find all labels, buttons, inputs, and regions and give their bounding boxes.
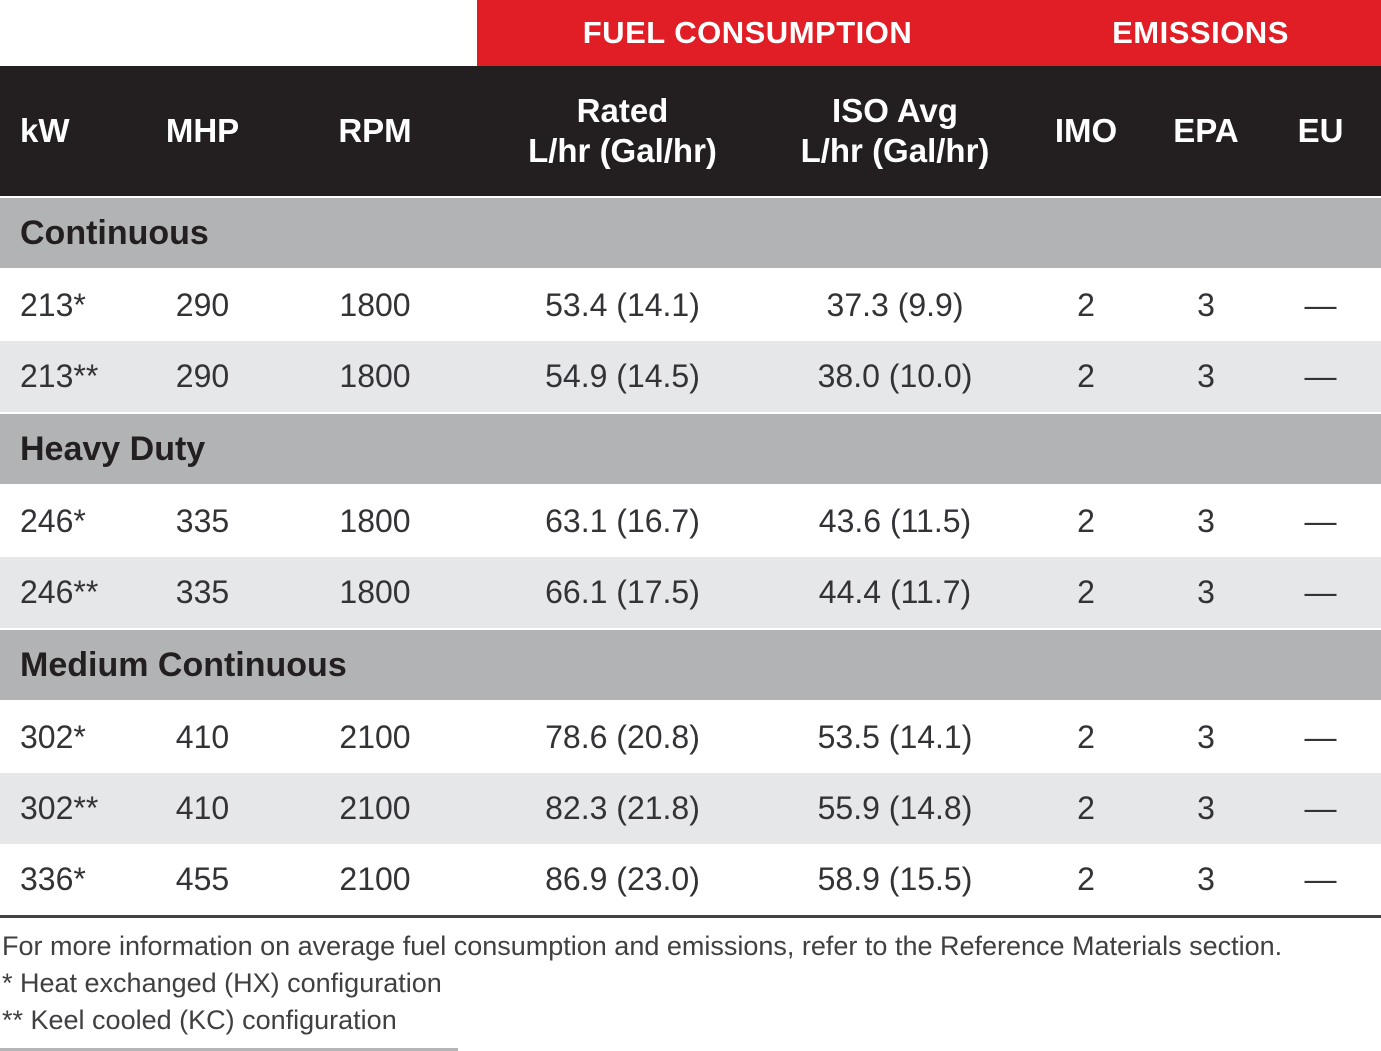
cell-rpm: 1800 <box>275 269 475 341</box>
cell-kw: 302* <box>0 701 130 773</box>
cell-epa: 3 <box>1152 701 1260 773</box>
cell-imo: 2 <box>1020 557 1152 629</box>
table-row: 302** 410 2100 82.3 (21.8) 55.9 (14.8) 2… <box>0 773 1381 844</box>
cell-epa: 3 <box>1152 269 1260 341</box>
table-row: 213** 290 1800 54.9 (14.5) 38.0 (10.0) 2… <box>0 341 1381 413</box>
cell-iso-lhr: 37.3 (9.9) <box>770 269 1020 341</box>
cell-mhp: 335 <box>130 485 275 557</box>
col-header-epa: EPA <box>1152 66 1260 197</box>
cell-rpm: 1800 <box>275 557 475 629</box>
cell-iso-lhr: 43.6 (11.5) <box>770 485 1020 557</box>
cell-kw: 213** <box>0 341 130 413</box>
cell-mhp: 410 <box>130 773 275 844</box>
cell-kw: 246* <box>0 485 130 557</box>
cell-mhp: 410 <box>130 701 275 773</box>
cell-eu: — <box>1260 844 1381 917</box>
cell-imo: 2 <box>1020 269 1152 341</box>
section-title: Heavy Duty <box>0 412 1381 486</box>
cell-iso-lhr: 58.9 (15.5) <box>770 844 1020 917</box>
cell-imo: 2 <box>1020 701 1152 773</box>
cell-rpm: 2100 <box>275 844 475 917</box>
cell-rpm: 1800 <box>275 341 475 413</box>
cell-mhp: 455 <box>130 844 275 917</box>
col-header-imo: IMO <box>1020 66 1152 197</box>
section-row-medium-continuous: Medium Continuous <box>0 628 1381 702</box>
col-header-iso-line1: ISO Avg <box>832 92 958 129</box>
cell-rated-lhr: 54.9 (14.5) <box>475 341 770 413</box>
section-row-heavy-duty: Heavy Duty <box>0 412 1381 486</box>
col-header-rated-line1: Rated <box>576 92 669 129</box>
table-row: 246* 335 1800 63.1 (16.7) 43.6 (11.5) 2 … <box>0 485 1381 557</box>
cell-rated-lhr: 53.4 (14.1) <box>475 269 770 341</box>
cell-rated-lhr: 63.1 (16.7) <box>475 485 770 557</box>
footnote-reference: For more information on average fuel con… <box>2 931 1283 961</box>
cell-kw: 213* <box>0 269 130 341</box>
fuel-consumption-group-header: FUEL CONSUMPTION <box>582 15 913 50</box>
table-row: 213* 290 1800 53.4 (14.1) 37.3 (9.9) 2 3… <box>0 269 1381 341</box>
col-header-rated-line2: L/hr (Gal/hr) <box>528 132 717 169</box>
cell-eu: — <box>1260 773 1381 844</box>
emissions-group-header: EMISSIONS <box>1112 15 1289 50</box>
cell-imo: 2 <box>1020 485 1152 557</box>
col-header-iso-line2: L/hr (Gal/hr) <box>800 132 990 169</box>
cell-rpm: 2100 <box>275 773 475 844</box>
group-header-banner: FUEL CONSUMPTION EMISSIONS <box>0 0 1381 66</box>
cell-eu: — <box>1260 269 1381 341</box>
cell-iso-lhr: 44.4 (11.7) <box>770 557 1020 629</box>
cell-kw: 246** <box>0 557 130 629</box>
cell-kw: 302** <box>0 773 130 844</box>
cell-mhp: 290 <box>130 341 275 413</box>
cell-rated-lhr: 82.3 (21.8) <box>475 773 770 844</box>
cell-epa: 3 <box>1152 341 1260 413</box>
cell-eu: — <box>1260 485 1381 557</box>
cell-rpm: 2100 <box>275 701 475 773</box>
cell-rpm: 1800 <box>275 485 475 557</box>
cell-iso-lhr: 53.5 (14.1) <box>770 701 1020 773</box>
cell-iso-lhr: 55.9 (14.8) <box>770 773 1020 844</box>
cell-iso-lhr: 38.0 (10.0) <box>770 341 1020 413</box>
section-title: Medium Continuous <box>0 628 1381 702</box>
section-row-continuous: Continuous <box>0 196 1381 270</box>
table-row: 246** 335 1800 66.1 (17.5) 44.4 (11.7) 2… <box>0 557 1381 629</box>
col-header-rated: Rated L/hr (Gal/hr) <box>475 66 770 197</box>
col-header-mhp: MHP <box>130 66 275 197</box>
cell-rated-lhr: 86.9 (23.0) <box>475 844 770 917</box>
cell-imo: 2 <box>1020 844 1152 917</box>
cell-epa: 3 <box>1152 485 1260 557</box>
cell-kw: 336* <box>0 844 130 917</box>
cell-mhp: 290 <box>130 269 275 341</box>
footnote-kc: ** Keel cooled (KC) configuration <box>2 1005 397 1035</box>
cell-eu: — <box>1260 701 1381 773</box>
cell-imo: 2 <box>1020 341 1152 413</box>
col-header-kw: kW <box>0 66 130 197</box>
col-header-iso-avg: ISO Avg L/hr (Gal/hr) <box>770 66 1020 197</box>
cell-rated-lhr: 78.6 (20.8) <box>475 701 770 773</box>
engine-ratings-table: kW MHP RPM Rated L/hr (Gal/hr) ISO Avg L… <box>0 66 1381 918</box>
section-title: Continuous <box>0 196 1381 270</box>
column-header-row: kW MHP RPM Rated L/hr (Gal/hr) ISO Avg L… <box>0 66 1381 197</box>
col-header-rpm: RPM <box>275 66 475 197</box>
col-header-eu: EU <box>1260 66 1381 197</box>
cell-epa: 3 <box>1152 844 1260 917</box>
table-row: 302* 410 2100 78.6 (20.8) 53.5 (14.1) 2 … <box>0 701 1381 773</box>
banner-red-band <box>477 0 1381 66</box>
footnotes: For more information on average fuel con… <box>0 918 1381 1039</box>
cell-epa: 3 <box>1152 557 1260 629</box>
cell-epa: 3 <box>1152 773 1260 844</box>
cell-eu: — <box>1260 557 1381 629</box>
cell-mhp: 335 <box>130 557 275 629</box>
cell-rated-lhr: 66.1 (17.5) <box>475 557 770 629</box>
cell-eu: — <box>1260 341 1381 413</box>
table-row: 336* 455 2100 86.9 (23.0) 58.9 (15.5) 2 … <box>0 844 1381 917</box>
footnote-hx: * Heat exchanged (HX) configuration <box>2 968 442 998</box>
cell-imo: 2 <box>1020 773 1152 844</box>
